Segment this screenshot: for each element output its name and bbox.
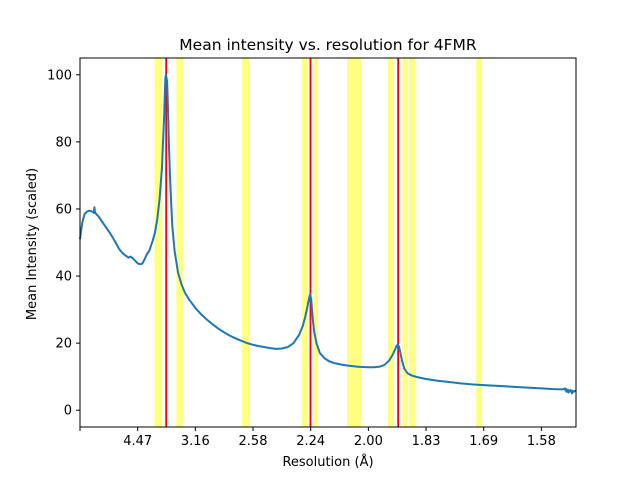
shaded-bands	[154, 58, 482, 427]
shaded-band	[154, 58, 163, 427]
y-tick-label: 20	[55, 337, 72, 352]
shaded-band	[476, 58, 482, 427]
shaded-band	[242, 58, 249, 427]
y-tick-label: 100	[47, 68, 72, 83]
y-axis-label: Mean Intensity (scaled)	[25, 168, 40, 320]
x-tick-label: 1.58	[527, 434, 556, 449]
plot-area	[80, 58, 576, 427]
shaded-band	[387, 58, 394, 427]
x-axis-label: Resolution (Å)	[282, 454, 373, 470]
shaded-band	[176, 58, 183, 427]
x-tick-label: 1.83	[412, 434, 441, 449]
x-tick-label: 2.24	[296, 434, 325, 449]
plot-background	[80, 58, 576, 427]
chart-title: Mean intensity vs. resolution for 4FMR	[179, 36, 477, 54]
shaded-band	[302, 58, 308, 427]
y-tick-label: 40	[55, 270, 72, 285]
peak-markers	[165, 58, 400, 427]
shaded-band	[402, 58, 408, 427]
data-series	[79, 73, 577, 395]
y-axis-ticks: 0 20 40 60 80 100	[47, 68, 80, 419]
x-tick-label: 1.69	[469, 434, 498, 449]
y-tick-label: 60	[55, 202, 72, 217]
plot-frame	[79, 57, 577, 428]
x-tick-label: 4.47	[123, 434, 152, 449]
plot-border	[79, 57, 577, 428]
shaded-band	[313, 58, 318, 427]
x-axis-ticks: 4.47 3.16 2.58 2.24 2.00 1.83 1.69 1.58	[79, 427, 556, 449]
intensity-series-line	[79, 73, 577, 395]
x-tick-label: 3.16	[181, 434, 210, 449]
y-tick-label: 80	[55, 135, 72, 150]
shaded-band	[347, 58, 361, 427]
x-tick-label: 2.58	[239, 434, 268, 449]
shaded-band	[408, 58, 416, 427]
x-tick-label: 2.00	[354, 434, 383, 449]
y-tick-label: 0	[64, 404, 72, 419]
